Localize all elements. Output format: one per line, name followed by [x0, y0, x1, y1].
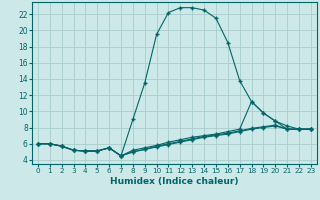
X-axis label: Humidex (Indice chaleur): Humidex (Indice chaleur)	[110, 177, 239, 186]
